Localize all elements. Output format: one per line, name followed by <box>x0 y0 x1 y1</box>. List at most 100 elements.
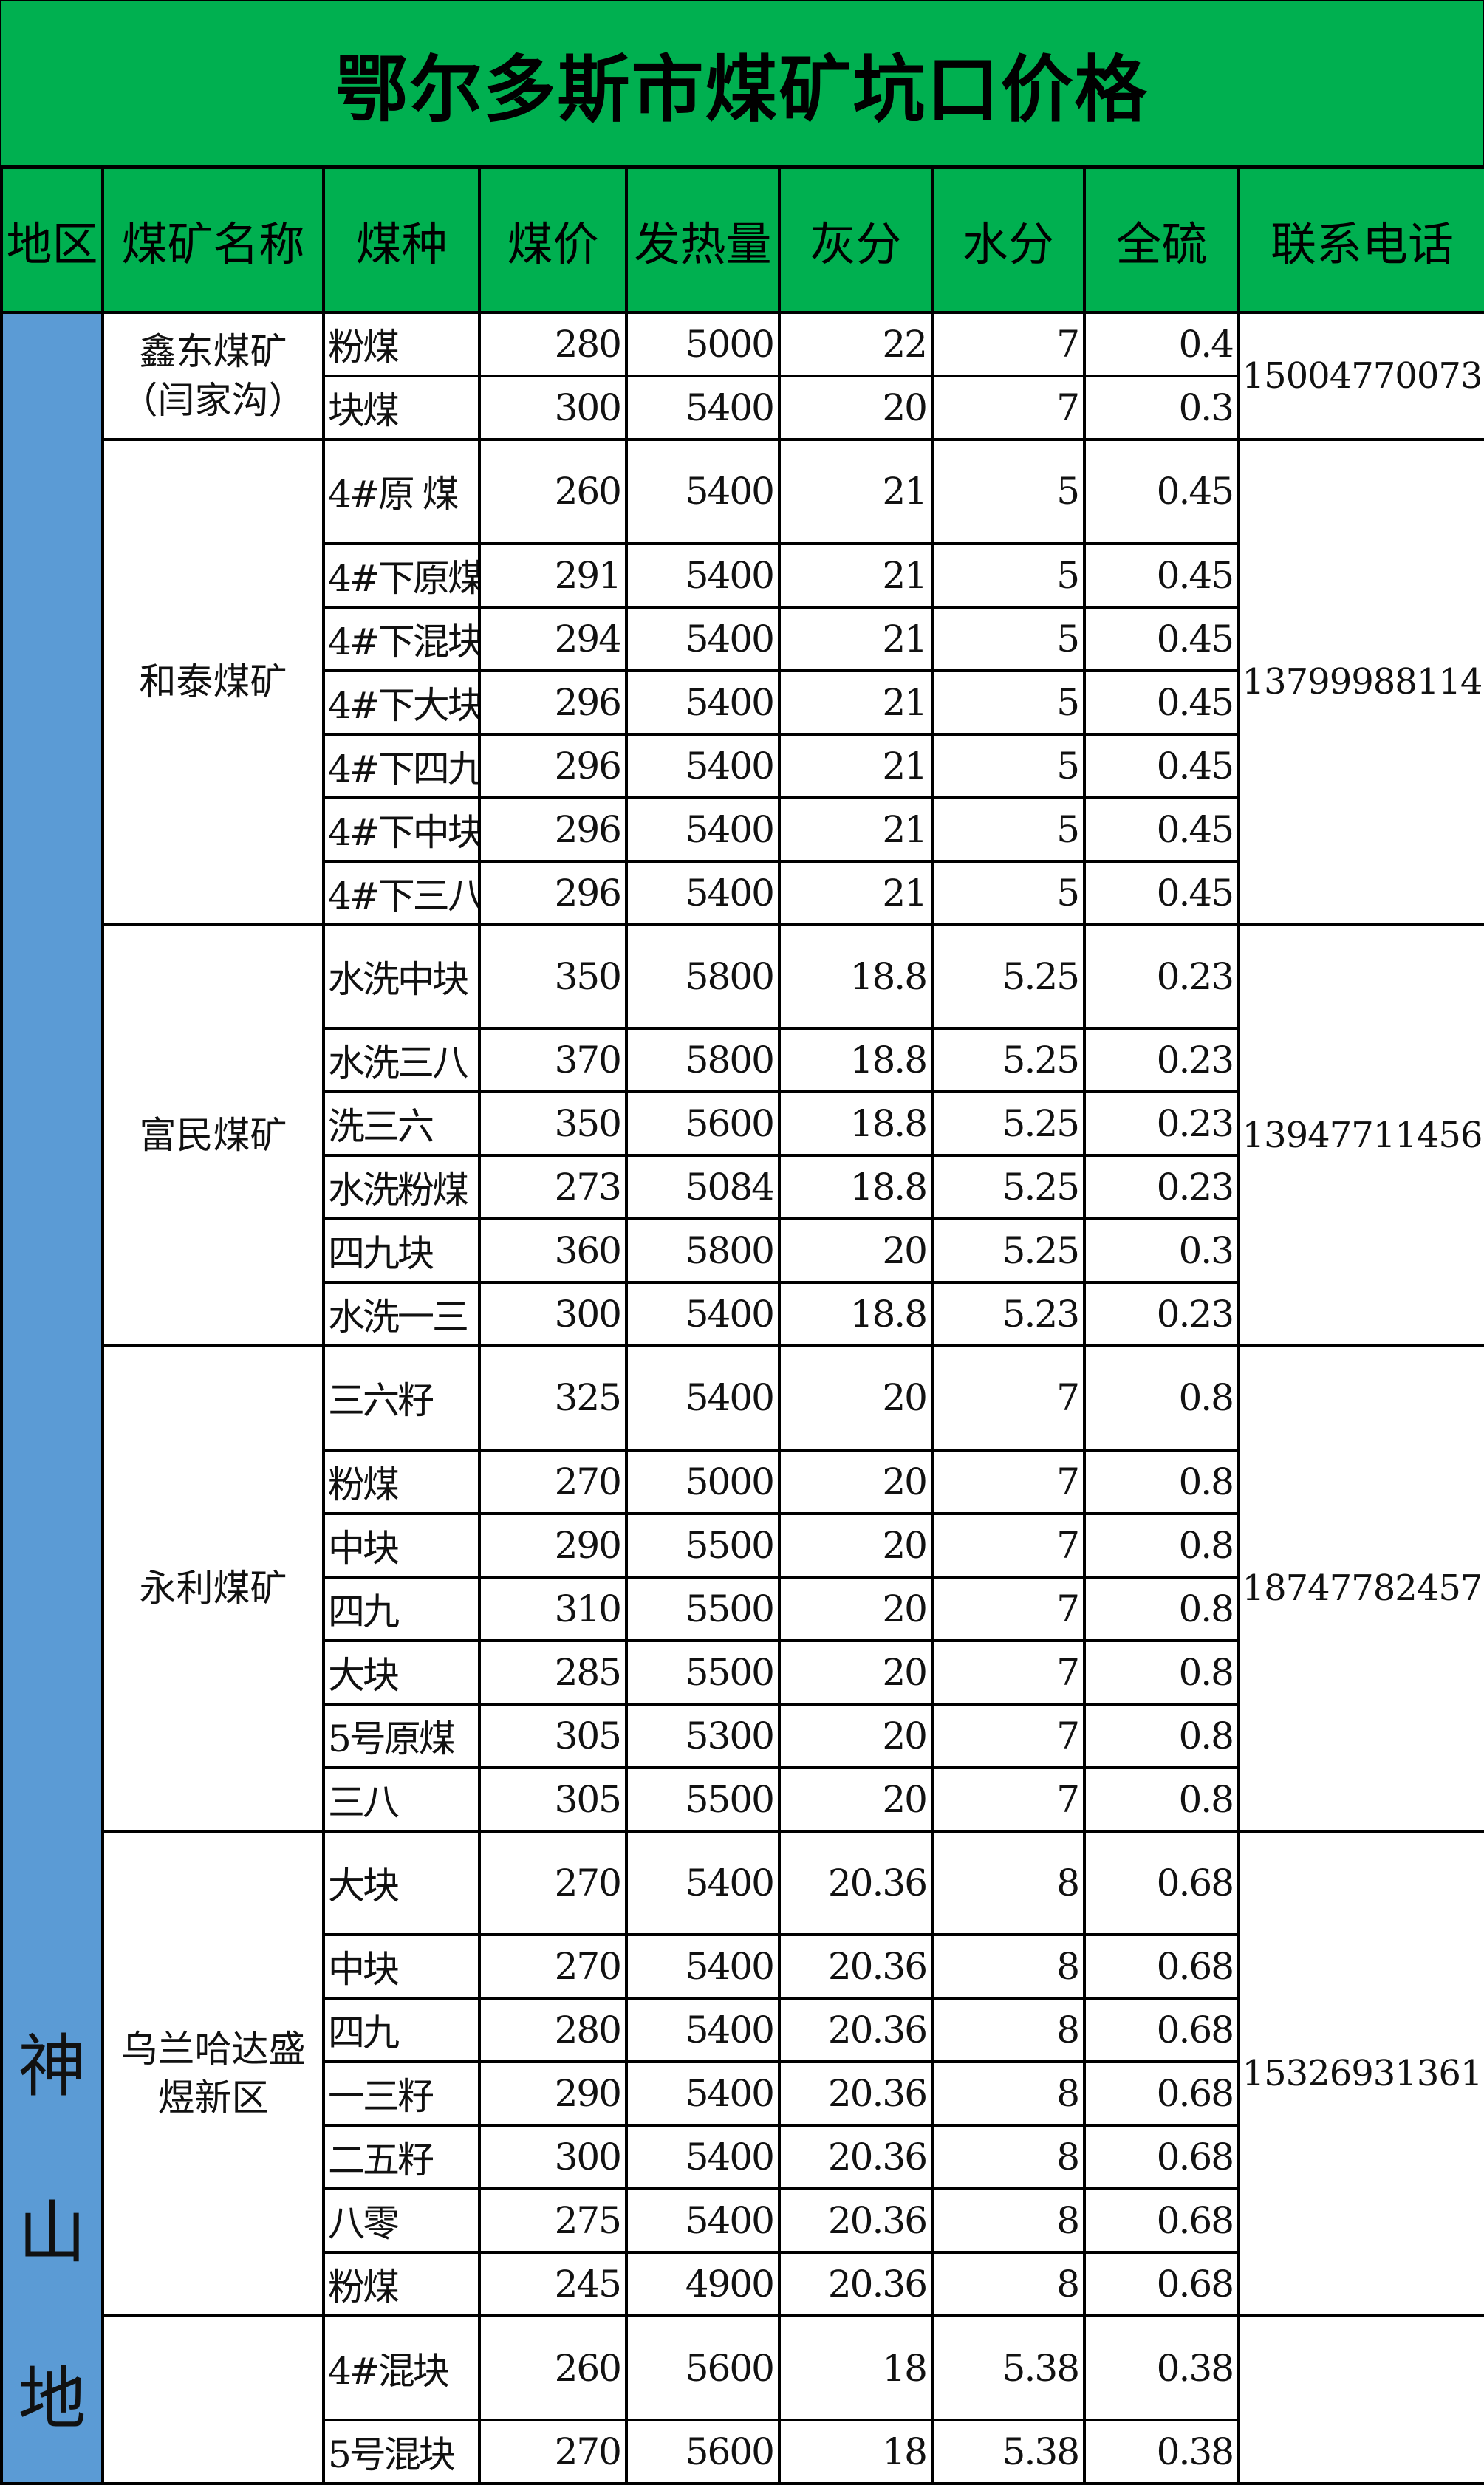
price-cell: 296 <box>478 669 628 736</box>
ash-cell: 20 <box>778 1448 934 1515</box>
phone-cell: 13947711456 <box>1237 923 1484 1348</box>
sulfur-cell: 0.3 <box>1083 375 1240 441</box>
coal-type-cell: 5号混块 <box>322 2419 481 2485</box>
moisture-cell: 8 <box>931 2060 1086 2127</box>
sulfur-cell: 0.68 <box>1083 2187 1240 2255</box>
coal-type-cell: 一三籽 <box>322 2060 481 2127</box>
table-row: 粉煤 245 4900 20.36 8 0.68 <box>1 2251 1484 2318</box>
table-row: 二五籽 300 5400 20.36 8 0.68 <box>1 2124 1484 2191</box>
ash-cell: 21 <box>778 732 934 799</box>
ash-cell: 18 <box>778 2314 934 2421</box>
moisture-cell: 5 <box>931 669 1086 736</box>
calorific-value-cell: 5400 <box>625 796 781 863</box>
moisture-cell: 5 <box>931 796 1086 863</box>
calorific-value-cell: 5600 <box>625 1090 781 1158</box>
mine-name-cell: 和泰煤矿 <box>101 438 325 926</box>
sulfur-cell: 0.45 <box>1083 669 1240 736</box>
ash-cell: 22 <box>778 311 934 377</box>
coal-type-cell: 水洗三八 <box>322 1027 481 1094</box>
calorific-value-cell: 5400 <box>625 2187 781 2255</box>
calorific-value-cell: 5400 <box>625 669 781 736</box>
ash-cell: 20 <box>778 1511 934 1579</box>
table-row: 富民煤矿 水洗中块 350 5800 18.8 5.25 0.23 13947711456 <box>1 923 1484 1348</box>
table-row: 4#下四九 296 5400 21 5 0.45 <box>1 732 1484 799</box>
ash-cell: 20 <box>778 1217 934 1285</box>
sulfur-cell: 0.8 <box>1083 1448 1240 1515</box>
price-cell: 270 <box>478 1448 628 1515</box>
price-cell: 270 <box>478 1829 628 1937</box>
ash-cell: 18.8 <box>778 1090 934 1158</box>
price-cell: 300 <box>478 2124 628 2191</box>
price-cell: 296 <box>478 796 628 863</box>
table-row: 粉煤 270 5000 20 7 0.8 <box>1 1448 1484 1515</box>
coal-type-cell: 水洗一三 <box>322 1281 481 1348</box>
price-cell: 290 <box>478 1511 628 1579</box>
moisture-cell: 7 <box>931 1702 1086 1769</box>
page-title: 鄂尔多斯市煤矿坑口价格 <box>0 0 1484 166</box>
coal-type-cell: 中块 <box>322 1511 481 1579</box>
moisture-cell: 8 <box>931 1997 1086 2064</box>
calorific-value-cell: 5084 <box>625 1154 781 1221</box>
table-row: 大块 285 5500 20 7 0.8 <box>1 1638 1484 1706</box>
sulfur-cell: 0.68 <box>1083 1829 1240 1937</box>
sulfur-cell: 0.23 <box>1083 1154 1240 1221</box>
header-calorific-value: 发热量 <box>625 166 781 314</box>
sulfur-cell: 0.23 <box>1083 1027 1240 1094</box>
price-cell: 280 <box>478 1997 628 2064</box>
price-cell: 350 <box>478 923 628 1030</box>
ash-cell: 20.36 <box>778 2124 934 2191</box>
calorific-value-cell: 5400 <box>625 1829 781 1937</box>
moisture-cell: 7 <box>931 1344 1086 1452</box>
price-cell: 300 <box>478 375 628 441</box>
calorific-value-cell: 5400 <box>625 605 781 672</box>
price-cell: 280 <box>478 311 628 377</box>
table-row: 四九 280 5400 20.36 8 0.68 <box>1 1997 1484 2064</box>
table-row: 永利煤矿 三六籽 325 5400 20 7 0.8 18747782457 <box>1 1344 1484 1833</box>
sulfur-cell: 0.8 <box>1083 1638 1240 1706</box>
sulfur-cell: 0.8 <box>1083 1511 1240 1579</box>
calorific-value-cell: 5600 <box>625 2419 781 2485</box>
price-cell: 270 <box>478 2419 628 2485</box>
table-row: 4#下混块 294 5400 21 5 0.45 <box>1 605 1484 672</box>
calorific-value-cell: 5400 <box>625 438 781 545</box>
sulfur-cell: 0.45 <box>1083 859 1240 926</box>
ash-cell: 21 <box>778 438 934 545</box>
calorific-value-cell: 5500 <box>625 1638 781 1706</box>
header-mine-name: 煤矿名称 <box>101 166 325 314</box>
coal-type-cell: 八零 <box>322 2187 481 2255</box>
calorific-value-cell: 5400 <box>625 1344 781 1452</box>
price-cell: 305 <box>478 1702 628 1769</box>
calorific-value-cell: 5800 <box>625 1217 781 1285</box>
sulfur-cell: 0.68 <box>1083 2124 1240 2191</box>
sulfur-cell: 0.23 <box>1083 1090 1240 1158</box>
coal-type-cell: 4#下原煤 <box>322 541 481 609</box>
sulfur-cell: 0.45 <box>1083 796 1240 863</box>
sulfur-cell: 0.68 <box>1083 1997 1240 2064</box>
region-cell: 神山地 <box>0 311 104 2485</box>
price-cell: 294 <box>478 605 628 672</box>
calorific-value-cell: 4900 <box>625 2251 781 2318</box>
calorific-value-cell: 5400 <box>625 1997 781 2064</box>
price-cell: 291 <box>478 541 628 609</box>
phone-cell: 18747782457 <box>1237 1344 1484 1833</box>
price-cell: 275 <box>478 2187 628 2255</box>
table-row: 水洗粉煤 273 5084 18.8 5.25 0.23 <box>1 1154 1484 1221</box>
table-row: 4#下大块 296 5400 21 5 0.45 <box>1 669 1484 736</box>
moisture-cell: 5.38 <box>931 2419 1086 2485</box>
sulfur-cell: 0.3 <box>1083 1217 1240 1285</box>
moisture-cell: 7 <box>931 375 1086 441</box>
header-sulfur: 全硫 <box>1083 166 1240 314</box>
header-moisture: 水分 <box>931 166 1086 314</box>
coal-type-cell: 三八 <box>322 1766 481 1833</box>
moisture-cell: 5.23 <box>931 1281 1086 1348</box>
moisture-cell: 8 <box>931 2251 1086 2318</box>
price-cell: 290 <box>478 2060 628 2127</box>
price-cell: 296 <box>478 732 628 799</box>
calorific-value-cell: 5800 <box>625 923 781 1030</box>
price-cell: 245 <box>478 2251 628 2318</box>
sulfur-cell: 0.45 <box>1083 438 1240 545</box>
coal-type-cell: 4#原 煤 <box>322 438 481 545</box>
ash-cell: 21 <box>778 605 934 672</box>
phone-cell: 15004770073 <box>1237 311 1484 441</box>
coal-type-cell: 大块 <box>322 1638 481 1706</box>
